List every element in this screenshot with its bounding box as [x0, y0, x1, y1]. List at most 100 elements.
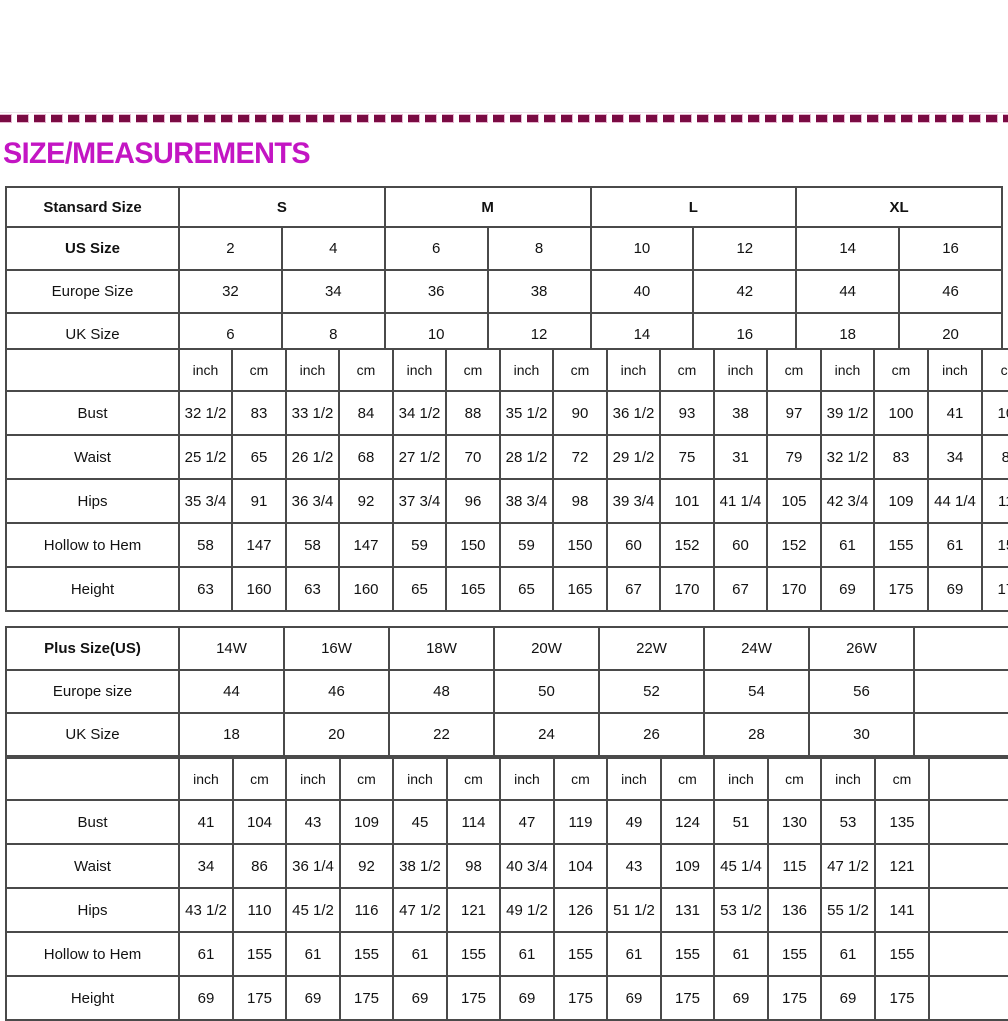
measure-cell: 155	[873, 522, 929, 568]
cell-text: 34	[324, 283, 342, 300]
unit-inch: inch	[178, 757, 234, 801]
measure-cell: 175	[873, 566, 929, 612]
measure-cell: 69	[713, 975, 769, 1021]
cell-text: 39 3/4	[612, 492, 655, 510]
cell-text: 69	[411, 989, 429, 1007]
cell-text: 49	[625, 813, 643, 831]
cell-text: 10	[633, 240, 651, 257]
unit-cm: cm	[338, 348, 394, 392]
cell-text: 6	[432, 240, 441, 257]
cell-text: 12	[530, 326, 548, 343]
measure-cell: 86	[981, 434, 1008, 480]
standard-measure-row-waist: Waist 25 1/2 65 26 1/2 68 27 1/2 70 28 1/2 72 29 …	[5, 434, 1008, 480]
cell-text: cm	[677, 361, 697, 378]
measure-cell: 97	[766, 390, 822, 436]
cell-text: 38	[732, 404, 749, 422]
measure-cell: 79	[766, 434, 822, 480]
cell-text: 22W	[636, 640, 667, 657]
cell-text: 69	[839, 989, 857, 1007]
measure-cell: 34	[927, 434, 983, 480]
cell-text: 110	[247, 901, 272, 919]
cell-text: 2	[226, 240, 235, 257]
cell-text: 135	[889, 813, 915, 831]
cell-text: 61	[732, 945, 750, 963]
row-label-height: Height	[5, 566, 180, 612]
measure-cell: 124	[660, 799, 715, 845]
cell-text: 4	[329, 240, 338, 257]
cell-text: 40 3/4	[506, 857, 548, 875]
unit-cm: cm	[873, 348, 929, 392]
cell-text: 26 1/2	[291, 448, 334, 466]
cell-text: 24W	[741, 640, 772, 657]
cell-text: 126	[567, 901, 594, 919]
measure-cell: 91	[231, 478, 287, 524]
size-value: 34	[280, 269, 386, 314]
cell-text: Height	[70, 989, 115, 1007]
cell-text: Bust	[77, 404, 108, 422]
cell-text: 46	[942, 283, 959, 300]
cell-text: 45	[411, 813, 429, 831]
cell-text: 20W	[531, 640, 562, 657]
measure-cell: 53	[820, 799, 876, 845]
cell-text: 155	[781, 945, 808, 963]
plus-size-24w: 24W	[703, 626, 810, 671]
measure-cell: 115	[767, 843, 822, 889]
cell-text: 18	[839, 326, 857, 343]
cell-text: cm	[250, 770, 269, 787]
row-label-waist: Waist	[5, 434, 180, 480]
measure-cell: 126	[553, 887, 608, 933]
measure-cell: 36 3/4	[285, 478, 340, 524]
cell-text: 155	[460, 945, 487, 963]
unit-inch: inch	[392, 348, 447, 392]
measure-cell: 55 1/2	[820, 887, 876, 933]
cell-text: Hollow to Hem	[43, 945, 142, 963]
cell-text: inch	[407, 770, 433, 787]
measure-cell: 37 3/4	[392, 478, 447, 524]
size-value: 40	[589, 269, 695, 314]
cell-text: 58	[304, 536, 321, 554]
unit-inch: inch	[606, 348, 661, 392]
plus-unit-row: inch cm inch cm inch cm inch cm inch cm inch cm inch…	[5, 757, 1008, 801]
cell-text: 18	[223, 726, 240, 743]
measure-cell: 51 1/2	[606, 887, 662, 933]
cell-text: 47	[518, 813, 536, 831]
cell-text: 16W	[321, 640, 352, 657]
row-label-hips: Hips	[5, 887, 180, 933]
measure-cell: 65	[499, 566, 554, 612]
cell-text: cm	[463, 361, 483, 378]
cell-text: 37 3/4	[398, 492, 441, 510]
measure-cell: 36 1/4	[285, 843, 341, 889]
cell-text: 65	[518, 580, 535, 598]
measure-cell: 58	[178, 522, 233, 568]
measure-cell: 96	[445, 478, 501, 524]
measure-cell: 69	[285, 975, 341, 1021]
measure-cell: 49 1/2	[499, 887, 555, 933]
cell-text: 8	[534, 240, 544, 257]
measure-cell: 160	[231, 566, 287, 612]
cell-text: Stansard Size	[43, 198, 142, 216]
cell-text: cm	[678, 770, 697, 787]
plus-trailing-empty-cell	[928, 975, 1008, 1021]
cell-text: 44	[839, 283, 857, 300]
cell-text: 165	[567, 580, 593, 598]
measure-cell: 121	[446, 887, 501, 933]
measure-cell: 69	[606, 975, 662, 1021]
cell-text: 101	[674, 492, 700, 510]
measure-cell: 34	[178, 843, 234, 889]
cell-text: Hips	[77, 901, 108, 919]
size-value: 24	[493, 712, 600, 757]
cell-text: 60	[625, 536, 642, 554]
cell-text: 152	[781, 536, 807, 554]
cell-text: 41	[197, 813, 215, 831]
cell-text: 69	[304, 989, 322, 1007]
plus-size-label-header: Plus Size(US)	[5, 626, 180, 671]
cell-text: 49 1/2	[506, 901, 548, 919]
cell-text: M	[481, 198, 494, 216]
measure-cell: 27 1/2	[392, 434, 447, 480]
size-value: 14	[795, 226, 901, 271]
cell-text: 155	[997, 536, 1008, 554]
cell-text: inch	[727, 361, 754, 378]
measure-cell: 75	[659, 434, 715, 480]
cell-text: 69	[197, 989, 215, 1007]
measure-cell: 65	[231, 434, 287, 480]
